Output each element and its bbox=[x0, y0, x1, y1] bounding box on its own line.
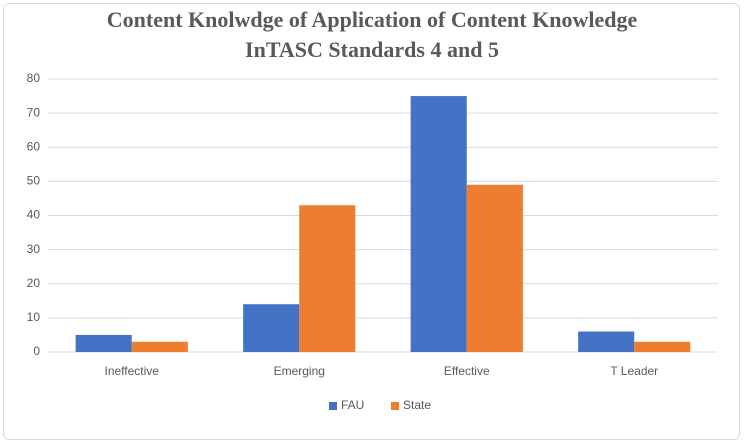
y-tick-label: 10 bbox=[27, 310, 41, 324]
bar bbox=[75, 334, 132, 352]
legend-label: State bbox=[403, 398, 431, 412]
bar bbox=[578, 331, 635, 352]
chart-title: InTASC Standards 4 and 5 bbox=[245, 37, 499, 62]
bar bbox=[634, 341, 691, 352]
x-tick-label: Emerging bbox=[274, 364, 325, 378]
y-tick-label: 80 bbox=[27, 71, 41, 85]
bar bbox=[466, 184, 523, 352]
x-tick-label: Ineffective bbox=[105, 364, 160, 378]
bar bbox=[410, 96, 467, 352]
bar bbox=[299, 205, 356, 352]
y-tick-label: 40 bbox=[27, 208, 41, 222]
chart-border bbox=[3, 3, 740, 440]
x-tick-label: Effective bbox=[444, 364, 490, 378]
y-tick-label: 20 bbox=[27, 276, 41, 290]
x-tick-label: T Leader bbox=[610, 364, 658, 378]
y-tick-label: 70 bbox=[27, 105, 41, 119]
legend-label: FAU bbox=[341, 398, 364, 412]
y-tick-label: 50 bbox=[27, 174, 41, 188]
bar bbox=[131, 341, 188, 352]
y-tick-label: 0 bbox=[33, 344, 40, 358]
y-tick-label: 30 bbox=[27, 242, 41, 256]
y-tick-label: 60 bbox=[27, 139, 41, 153]
legend-swatch bbox=[329, 402, 337, 410]
bar bbox=[243, 304, 300, 352]
chart-title: Content Knolwdge of Application of Conte… bbox=[107, 7, 638, 32]
legend-swatch bbox=[391, 402, 399, 410]
